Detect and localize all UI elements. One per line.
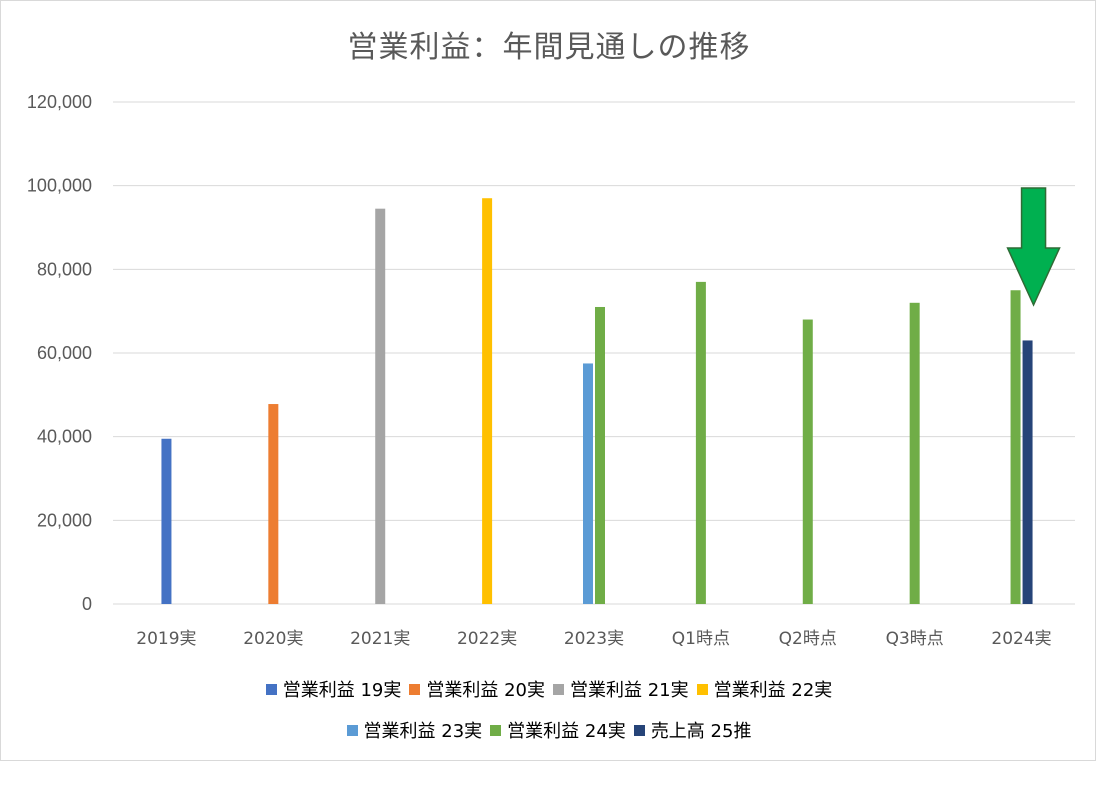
y-tick-label: 60,000 bbox=[37, 343, 92, 363]
bar bbox=[1010, 290, 1021, 604]
y-tick-label: 120,000 bbox=[27, 92, 92, 112]
legend-label: 営業利益 23実 bbox=[363, 721, 483, 742]
legend-row-2: 営業利益 23実 営業利益 24実 売上高 25推 bbox=[0, 717, 1098, 743]
y-tick-label: 80,000 bbox=[37, 259, 92, 279]
down-arrow-icon bbox=[1006, 187, 1061, 307]
x-category-label: 2024実 bbox=[991, 629, 1051, 649]
legend-swatch bbox=[346, 725, 358, 736]
x-category-label: 2023実 bbox=[564, 629, 624, 649]
x-category-label: 2022実 bbox=[457, 629, 517, 649]
y-tick-label: 100,000 bbox=[27, 176, 92, 196]
x-category-label: Q2時点 bbox=[779, 629, 837, 649]
legend-swatch bbox=[696, 684, 708, 695]
x-category-label: Q3時点 bbox=[886, 629, 944, 649]
legend-item: 営業利益 22実 bbox=[696, 676, 833, 702]
legend-item: 営業利益 24実 bbox=[490, 717, 626, 743]
bar bbox=[909, 302, 920, 604]
legend-label: 営業利益 19実 bbox=[282, 680, 402, 701]
bar bbox=[695, 281, 706, 604]
legend-swatch bbox=[409, 684, 421, 695]
x-category-label: Q1時点 bbox=[672, 629, 730, 649]
legend-label: 営業利益 20実 bbox=[426, 680, 545, 701]
legend-row-1: 営業利益 19実 営業利益 20実 営業利益 21実 営業利益 22実 bbox=[0, 676, 1098, 702]
legend-swatch bbox=[265, 684, 277, 695]
legend-label: 売上高 25推 bbox=[650, 721, 752, 742]
bar bbox=[1022, 340, 1033, 604]
x-category-label: 2020実 bbox=[243, 629, 303, 649]
x-category-label: 2021実 bbox=[350, 629, 410, 649]
y-tick-label: 0 bbox=[82, 594, 92, 614]
legend-label: 営業利益 21実 bbox=[570, 680, 689, 701]
legend-item: 営業利益 23実 bbox=[346, 717, 483, 743]
legend-item: 売上高 25推 bbox=[633, 717, 752, 743]
legend-swatch bbox=[633, 725, 645, 736]
legend-swatch bbox=[490, 725, 502, 736]
legend-swatch bbox=[553, 684, 564, 695]
bar bbox=[161, 438, 172, 604]
bar bbox=[802, 319, 813, 604]
y-tick-label: 20,000 bbox=[37, 510, 92, 530]
legend-label: 営業利益 22実 bbox=[713, 680, 833, 701]
bar bbox=[375, 208, 386, 605]
bar bbox=[268, 404, 279, 604]
legend-item: 営業利益 19実 bbox=[265, 676, 402, 702]
y-tick-label: 40,000 bbox=[37, 427, 92, 447]
legend-label: 営業利益 24実 bbox=[507, 721, 626, 742]
bar bbox=[595, 306, 605, 604]
chart-title: 営業利益：年間見通しの推移 bbox=[347, 30, 751, 65]
bar bbox=[482, 198, 493, 604]
legend-overflow-artifact bbox=[255, 746, 695, 760]
legend-item: 営業利益 21実 bbox=[553, 676, 689, 702]
legend-item: 営業利益 20実 bbox=[409, 676, 545, 702]
x-category-label: 2019実 bbox=[136, 629, 196, 649]
bar bbox=[583, 363, 593, 604]
